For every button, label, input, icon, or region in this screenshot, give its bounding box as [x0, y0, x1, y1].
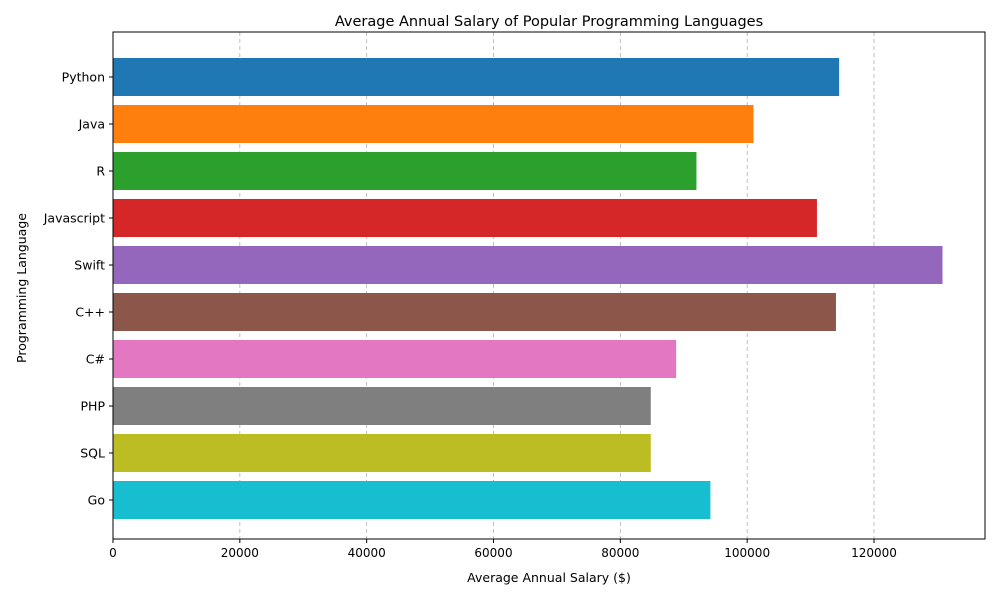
y-tick-label: C++ — [75, 305, 105, 320]
y-tick-label: Swift — [74, 258, 105, 273]
bar-java — [113, 105, 754, 143]
y-tick-label: Java — [78, 117, 105, 132]
bar-r — [113, 152, 697, 190]
bar-python — [113, 58, 840, 96]
y-tick-label: Python — [62, 70, 105, 85]
x-tick-label: 0 — [109, 546, 117, 560]
y-tick-label: Javascript — [43, 211, 105, 226]
y-tick-label: SQL — [80, 446, 105, 461]
y-tick-label: Go — [88, 493, 105, 508]
y-axis-label: Programming Language — [14, 213, 29, 363]
bar-sql — [113, 434, 651, 472]
x-tick-label: 20000 — [221, 546, 259, 560]
x-tick-label: 60000 — [474, 546, 512, 560]
bar-c- — [113, 340, 677, 378]
x-tick-label: 80000 — [601, 546, 639, 560]
y-tick-label: PHP — [81, 399, 106, 414]
chart-title: Average Annual Salary of Popular Program… — [335, 14, 763, 30]
bar-c- — [113, 293, 836, 331]
bar-javascript — [113, 199, 817, 237]
x-tick-label: 40000 — [348, 546, 386, 560]
y-axis: Python Java R Javascript Swift C++ C# PHP SQL Go — [43, 70, 113, 508]
bar-php — [113, 387, 651, 425]
x-tick-label: 120000 — [851, 546, 897, 560]
y-tick-label: C# — [86, 352, 105, 367]
x-axis: 0 20000 40000 60000 80000 100000 120000 — [109, 539, 897, 560]
plot-area-frame — [112, 31, 986, 540]
bar-swift — [113, 246, 943, 284]
x-axis-label: Average Annual Salary ($) — [467, 570, 631, 585]
x-tick-label: 100000 — [724, 546, 770, 560]
bars — [113, 58, 943, 519]
y-tick-label: R — [96, 164, 105, 179]
bar-go — [113, 481, 711, 519]
